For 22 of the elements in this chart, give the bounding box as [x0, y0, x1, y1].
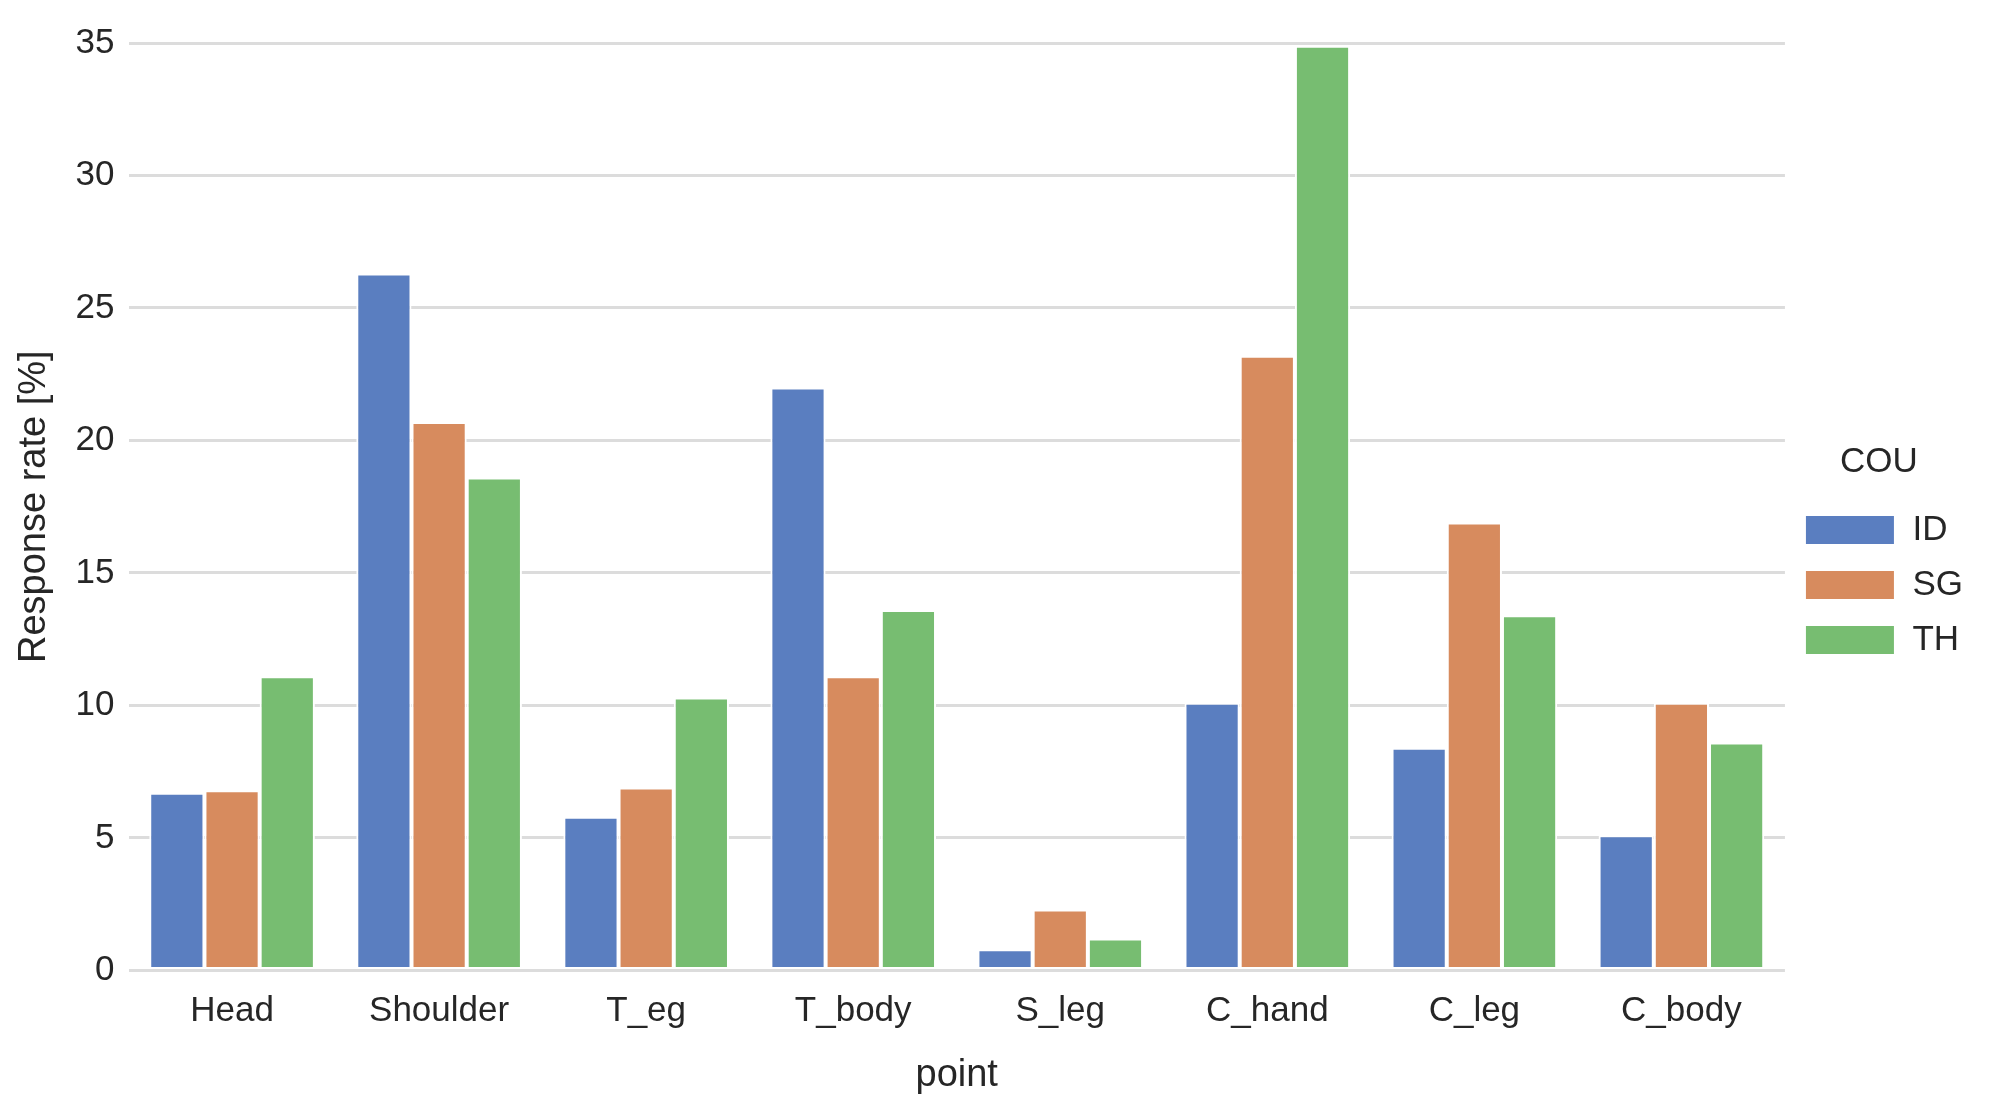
x-tick-label: T_body — [794, 989, 913, 1029]
x-tick-label: C_body — [1621, 989, 1743, 1029]
x-tick-label: T_eg — [606, 989, 687, 1029]
y-tick-label: 20 — [75, 418, 115, 458]
legend-title: COU — [1840, 439, 1918, 479]
y-tick-label: 25 — [75, 285, 115, 325]
x-tick-label: C_leg — [1428, 989, 1521, 1029]
legend-label: SG — [1912, 562, 1964, 602]
y-tick-label: 30 — [75, 153, 115, 193]
y-tick-label: 35 — [75, 20, 115, 60]
x-tick-label: S_leg — [1015, 989, 1106, 1029]
y-tick-label: 15 — [75, 550, 115, 590]
x-axis-title: point — [915, 1051, 999, 1094]
legend-label: TH — [1912, 617, 1960, 657]
x-tick-label: Head — [190, 989, 274, 1029]
y-tick-label: 5 — [95, 815, 115, 855]
y-axis-title: Response rate [%] — [11, 350, 54, 663]
y-tick-label: 10 — [75, 683, 115, 723]
x-tick-label: C_hand — [1206, 989, 1329, 1029]
legend-label: ID — [1912, 507, 1948, 547]
y-tick-label: 0 — [95, 948, 115, 988]
x-tick-label: Shoulder — [369, 989, 510, 1029]
